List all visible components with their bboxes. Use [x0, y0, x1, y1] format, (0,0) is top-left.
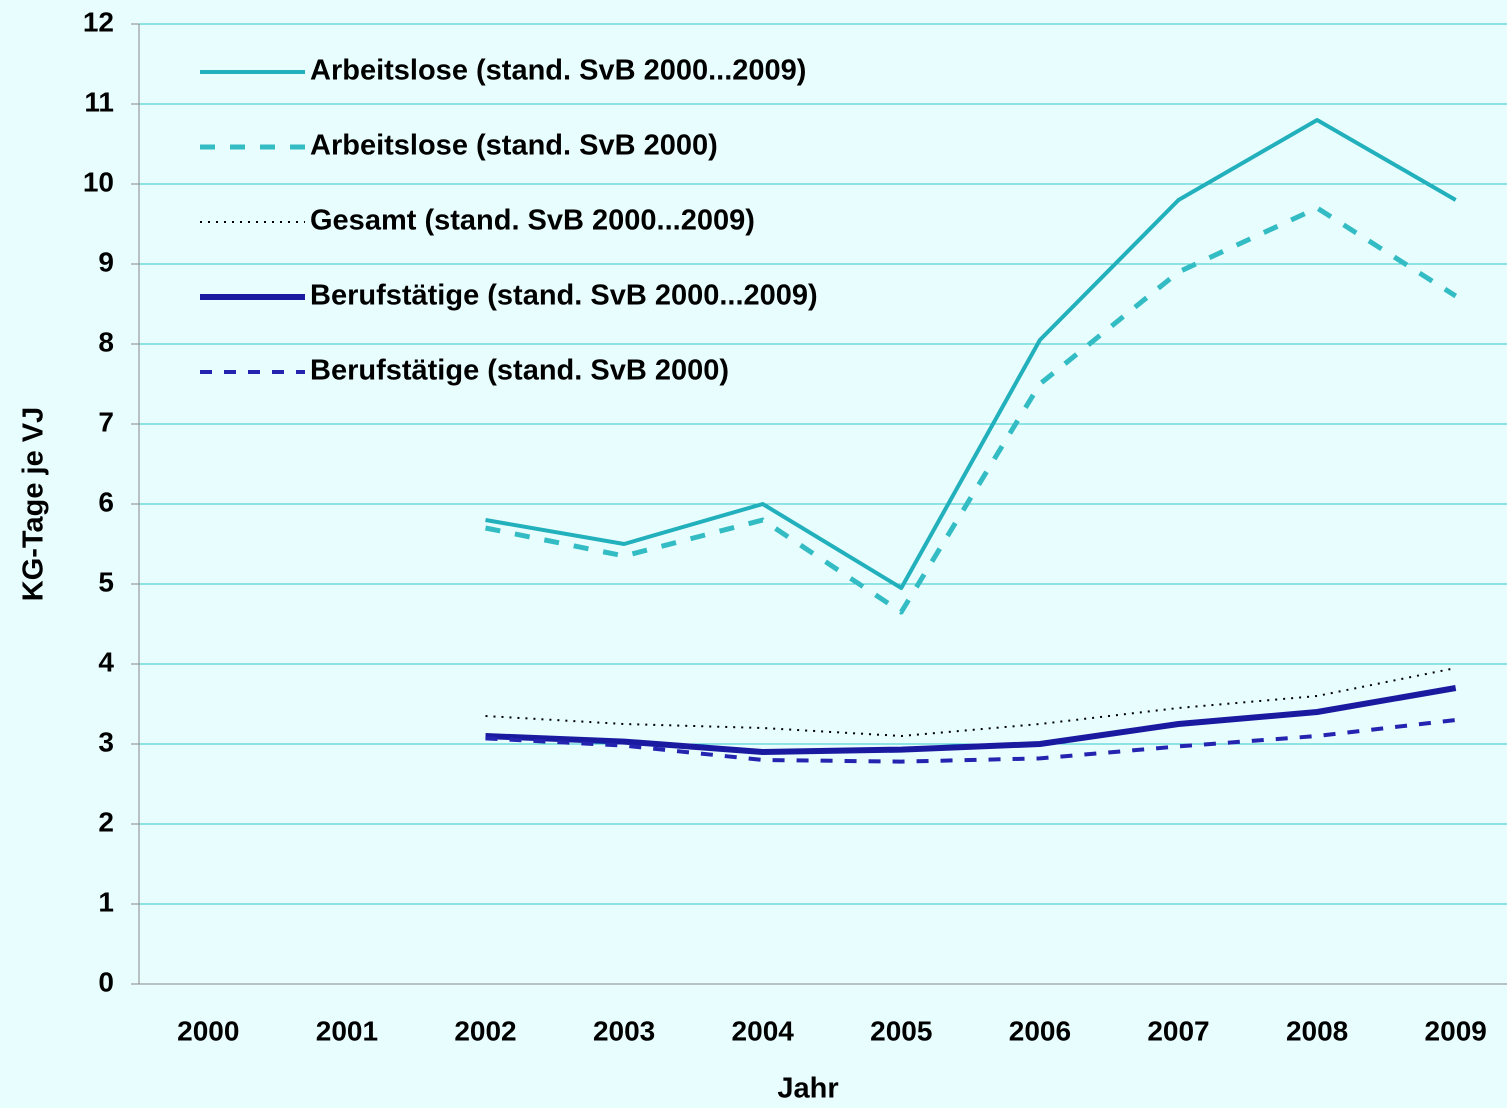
x-tick-label: 2000 [177, 1015, 239, 1046]
y-tick-label: 9 [98, 246, 114, 277]
legend-label: Berufstätige (stand. SvB 2000) [310, 355, 729, 387]
y-tick-label: 6 [98, 486, 114, 517]
x-tick-label: 2002 [454, 1015, 516, 1046]
line-series [485, 118, 1457, 590]
y-tick-label: 12 [83, 6, 114, 37]
y-axis-label: KG-Tage je VJ [18, 407, 50, 601]
y-tick-label: 10 [83, 166, 114, 197]
y-tick-label: 4 [98, 646, 114, 677]
x-tick-label: 2007 [1147, 1015, 1209, 1046]
x-tick-label: 2008 [1286, 1015, 1348, 1046]
y-tick-label: 0 [98, 966, 114, 997]
legend-label: Arbeitslose (stand. SvB 2000) [310, 130, 718, 162]
y-tick-label: 5 [98, 566, 114, 597]
line-series [485, 685, 1457, 755]
legend-label: Arbeitslose (stand. SvB 2000...2009) [310, 55, 806, 87]
x-axis-label: Jahr [777, 1073, 838, 1105]
x-tick-label: 2003 [593, 1015, 655, 1046]
line-series [485, 718, 1456, 764]
y-tick-label: 7 [98, 406, 114, 437]
x-tick-label: 2005 [870, 1015, 932, 1046]
line-series [485, 667, 1456, 737]
line-series [485, 205, 1458, 615]
x-tick-label: 2006 [1009, 1015, 1071, 1046]
y-tick-label: 11 [84, 86, 114, 117]
y-tick-label: 8 [98, 326, 114, 357]
legend-label: Berufstätige (stand. SvB 2000...2009) [310, 280, 818, 312]
x-tick-label: 2001 [316, 1015, 378, 1046]
y-tick-label: 3 [98, 726, 114, 757]
legend-label: Gesamt (stand. SvB 2000...2009) [310, 205, 755, 237]
y-tick-label: 1 [98, 886, 114, 917]
x-tick-label: 2009 [1425, 1015, 1487, 1046]
y-tick-label: 2 [98, 806, 114, 837]
x-tick-label: 2004 [732, 1015, 795, 1046]
